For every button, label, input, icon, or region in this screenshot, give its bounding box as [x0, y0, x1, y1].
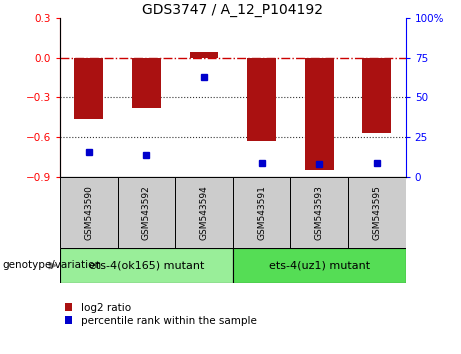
Bar	[60, 248, 233, 283]
Bar	[60, 177, 118, 248]
Text: genotype/variation: genotype/variation	[2, 261, 101, 270]
Bar	[132, 57, 161, 108]
Text: GSM543590: GSM543590	[84, 185, 93, 240]
Text: GSM543595: GSM543595	[372, 185, 381, 240]
Bar	[118, 177, 175, 248]
Text: ets-4(uz1) mutant: ets-4(uz1) mutant	[269, 261, 370, 270]
Bar	[247, 57, 276, 141]
Bar	[290, 177, 348, 248]
Text: ets-4(ok165) mutant: ets-4(ok165) mutant	[89, 261, 204, 270]
Text: GSM543591: GSM543591	[257, 185, 266, 240]
Bar	[189, 52, 219, 57]
Bar	[362, 57, 391, 133]
Bar	[233, 248, 406, 283]
Text: GSM543592: GSM543592	[142, 185, 151, 240]
Legend: log2 ratio, percentile rank within the sample: log2 ratio, percentile rank within the s…	[65, 303, 257, 326]
Bar	[233, 177, 290, 248]
Text: GSM543594: GSM543594	[200, 185, 208, 240]
Bar	[348, 177, 406, 248]
Bar	[175, 177, 233, 248]
Bar	[305, 57, 334, 170]
Text: GSM543593: GSM543593	[315, 185, 324, 240]
Title: GDS3747 / A_12_P104192: GDS3747 / A_12_P104192	[142, 3, 323, 17]
Bar	[74, 57, 103, 119]
